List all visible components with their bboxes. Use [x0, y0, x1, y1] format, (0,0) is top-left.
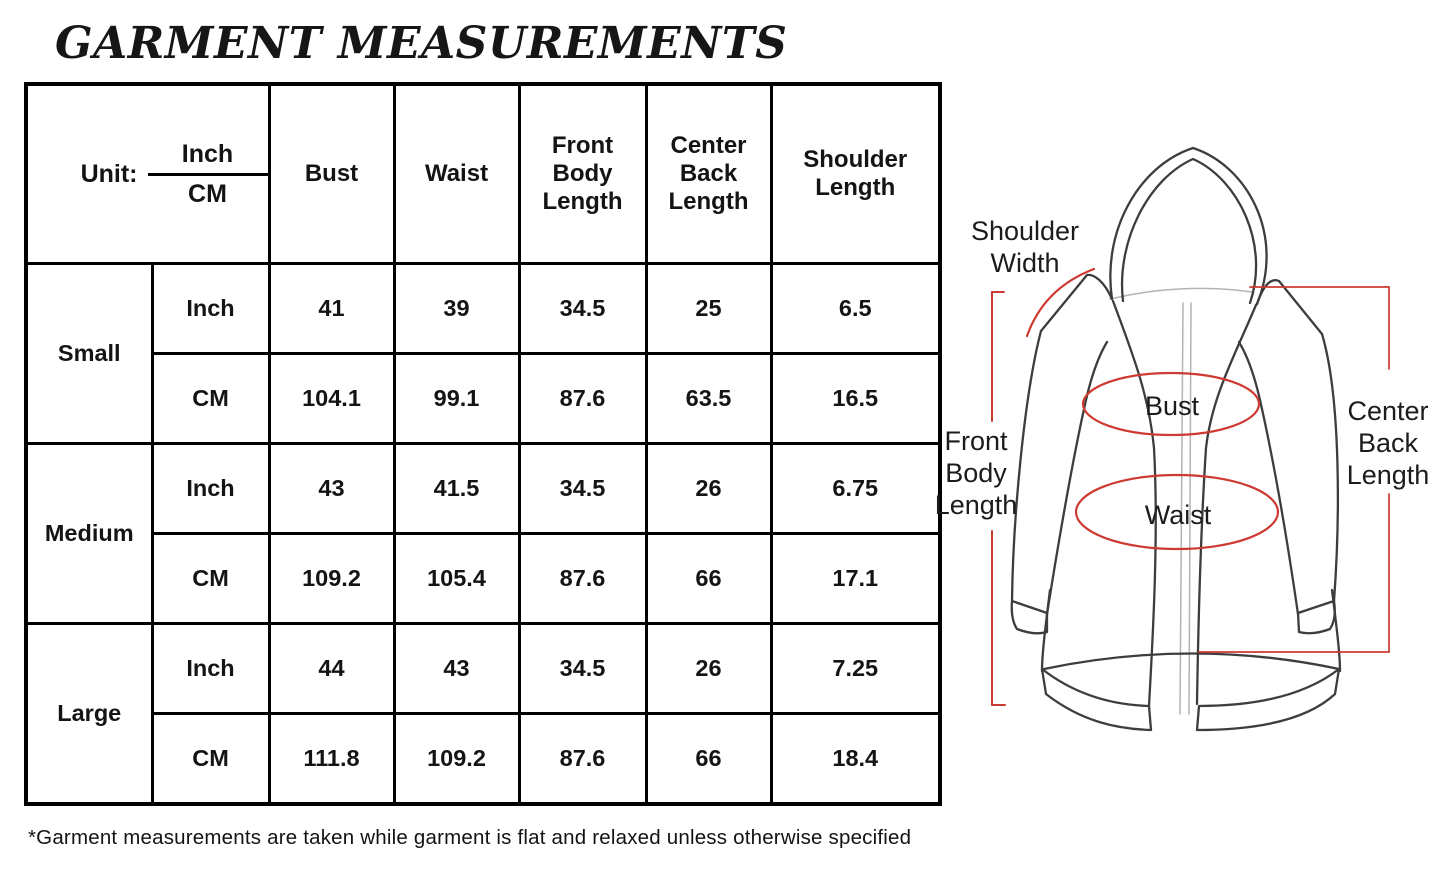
hood-outline	[1109, 146, 1268, 306]
left-shoulder	[1039, 273, 1114, 333]
right-body-side	[1330, 588, 1342, 673]
value-cell: 41	[267, 262, 396, 355]
size-cell-large: Large	[24, 622, 154, 806]
page-title: GARMENT MEASUREMENTS	[55, 18, 788, 69]
shoulder-width-arc	[1025, 267, 1096, 338]
left-cuff	[1010, 599, 1049, 635]
garment-diagram: Shoulder Width Front Body Length Center …	[930, 120, 1445, 833]
hood-inner-line	[1120, 157, 1258, 305]
value-cell: 66	[644, 712, 773, 806]
value-cell: 6.5	[769, 262, 942, 355]
center-back-length-line	[1198, 286, 1390, 653]
column-header-bust: Bust	[267, 82, 396, 265]
value-cell: 18.4	[769, 712, 942, 806]
column-header-front-body-length: Front Body Length	[517, 82, 648, 265]
right-shoulder	[1255, 279, 1324, 336]
right-hem-band	[1195, 667, 1341, 732]
value-cell: 6.75	[769, 442, 942, 535]
table-row-large-cm: CM 111.8 109.2 87.6 66 18.4	[26, 712, 942, 806]
left-sleeve-outer	[1010, 329, 1043, 603]
value-cell: 25	[644, 262, 773, 355]
unit-row-label: CM	[150, 352, 271, 445]
label-center-back-length: Center Back Length	[1346, 396, 1430, 490]
value-cell: 109.2	[267, 532, 396, 625]
value-cell: 34.5	[517, 622, 648, 715]
value-cell: 41.5	[392, 442, 521, 535]
column-header-center-back-length: Center Back Length	[644, 82, 773, 265]
value-cell: 63.5	[644, 352, 773, 445]
column-header-shoulder-length: Shoulder Length	[769, 82, 942, 265]
value-cell: 109.2	[392, 712, 521, 806]
value-cell: 34.5	[517, 442, 648, 535]
unit-cm-label: CM	[188, 179, 227, 208]
unit-label: Unit:	[80, 159, 138, 188]
table-row-large-inch: Large Inch 44 43 34.5 26 7.25	[24, 622, 942, 806]
value-cell: 87.6	[517, 712, 648, 806]
unit-row-label: Inch	[150, 442, 271, 535]
unit-inch-label: Inch	[147, 137, 268, 176]
value-cell: 39	[392, 262, 521, 355]
value-cell: 43	[267, 442, 396, 535]
unit-row-label: CM	[150, 712, 271, 806]
table-header-row: Unit: Inch CM Bust Waist Front Body Leng…	[24, 82, 942, 265]
value-cell: 87.6	[517, 352, 648, 445]
value-cell: 7.25	[769, 622, 942, 715]
left-hem-band	[1040, 667, 1153, 732]
garment-outline-svg	[991, 146, 1390, 732]
table-row-medium-cm: CM 109.2 105.4 87.6 66 17.1	[26, 532, 942, 625]
value-cell: 43	[392, 622, 521, 715]
right-cuff	[1296, 599, 1336, 635]
unit-header-cell: Unit: Inch CM	[24, 82, 271, 265]
waist-ellipse	[1074, 473, 1280, 551]
column-header-waist: Waist	[392, 82, 521, 265]
unit-row-label: Inch	[150, 262, 271, 355]
value-cell: 16.5	[769, 352, 942, 445]
label-front-body-length: Front Body Length	[934, 426, 1018, 520]
right-sleeve-outer	[1320, 332, 1339, 603]
center-front-line	[1179, 302, 1184, 715]
size-cell-medium: Medium	[24, 442, 154, 625]
value-cell: 66	[644, 532, 773, 625]
value-cell: 111.8	[267, 712, 396, 806]
value-cell: 44	[267, 622, 396, 715]
label-waist: Waist	[1144, 500, 1212, 530]
footnote: *Garment measurements are taken while ga…	[28, 826, 912, 849]
unit-row-label: CM	[150, 532, 271, 625]
value-cell: 99.1	[392, 352, 521, 445]
table-row-small-inch: Small Inch 41 39 34.5 25 6.5	[24, 262, 942, 445]
value-cell: 104.1	[267, 352, 396, 445]
value-cell: 34.5	[517, 262, 648, 355]
bust-ellipse	[1081, 371, 1261, 437]
value-cell: 17.1	[769, 532, 942, 625]
label-bust: Bust	[1144, 391, 1200, 421]
front-body-length-line	[991, 291, 1006, 706]
center-front-line	[1188, 302, 1192, 715]
value-cell: 87.6	[517, 532, 648, 625]
back-hem-curve	[1042, 652, 1341, 671]
left-front-panel-edge	[1111, 299, 1157, 708]
left-sleeve-inner	[1045, 340, 1109, 616]
value-cell: 26	[644, 442, 773, 535]
unit-fraction: Unit: Inch CM	[28, 137, 268, 212]
size-cell-small: Small	[24, 262, 154, 445]
right-front-panel-edge	[1195, 303, 1258, 706]
yoke-seam-line	[1109, 287, 1253, 300]
table-row-small-cm: CM 104.1 99.1 87.6 63.5 16.5	[26, 352, 942, 445]
label-shoulder-width: Shoulder Width	[970, 216, 1080, 278]
value-cell: 26	[644, 622, 773, 715]
value-cell: 105.4	[392, 532, 521, 625]
unit-row-label: Inch	[150, 622, 271, 715]
table-row-medium-inch: Medium Inch 43 41.5 34.5 26 6.75	[24, 442, 942, 625]
left-body-side	[1040, 588, 1052, 673]
measurements-table: Unit: Inch CM Bust Waist Front Body Leng…	[24, 82, 942, 806]
right-sleeve-inner	[1237, 340, 1300, 616]
